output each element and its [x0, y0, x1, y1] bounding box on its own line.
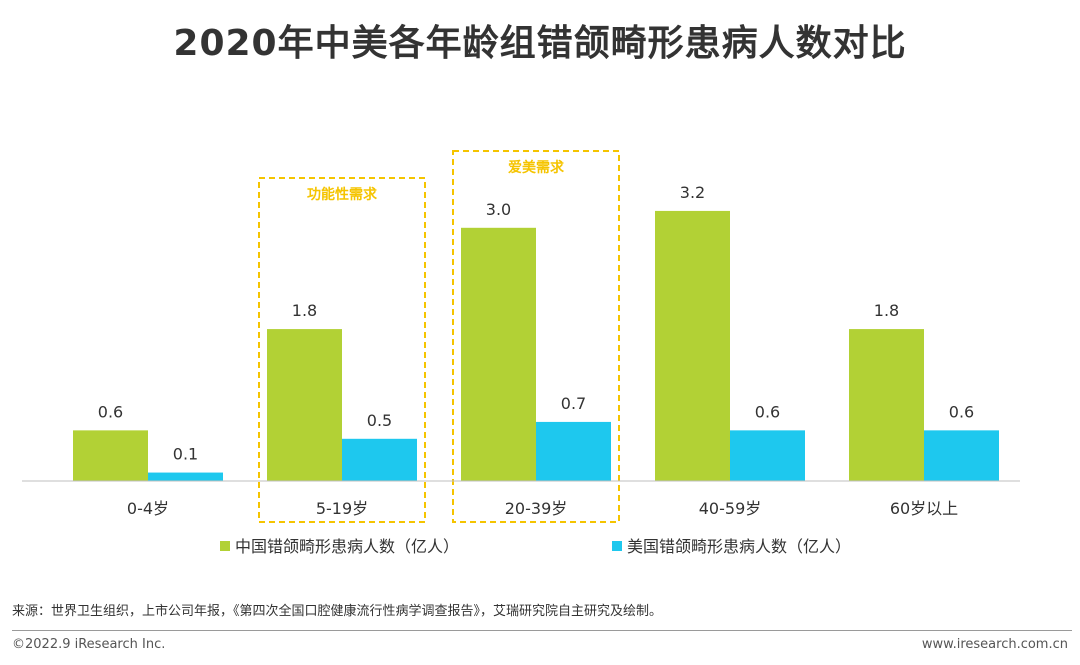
- bar-chart: 功能性需求 爱美需求 0.6 1.8 3.0 3.2 1.8 0.1 0.5 0.7 0.6 0.6 0…: [22, 150, 1020, 556]
- bar: [655, 210, 730, 482]
- annotation-label: 爱美需求: [508, 159, 565, 176]
- footer-divider: [12, 630, 1072, 631]
- data-label: 0.6: [98, 402, 123, 421]
- bar: [148, 472, 223, 481]
- legend-swatch: [220, 541, 230, 551]
- data-label: 3.0: [486, 200, 511, 219]
- annotation-box: [258, 177, 426, 523]
- legend-swatch: [612, 541, 622, 551]
- x-tick-label: 0-4岁: [127, 499, 169, 518]
- data-label: 0.6: [949, 402, 974, 421]
- bar: [461, 227, 536, 481]
- data-label: 0.7: [561, 394, 586, 413]
- bar: [536, 421, 611, 481]
- data-label: 0.5: [367, 411, 392, 430]
- data-label: 0.1: [173, 445, 198, 464]
- bar: [730, 430, 805, 481]
- legend-label: 中国错颌畸形患病人数（亿人）: [235, 537, 459, 556]
- source-note: 来源：世界卫生组织，上市公司年报，《第四次全国口腔健康流行性病学调查报告》，艾瑞…: [12, 604, 663, 619]
- data-label: 1.8: [292, 301, 317, 320]
- x-tick-label: 40-59岁: [699, 499, 762, 518]
- data-label: 0.6: [755, 402, 780, 421]
- data-label: 1.8: [874, 301, 899, 320]
- x-tick-label: 20-39岁: [505, 499, 568, 518]
- x-tick-label: 5-19岁: [316, 499, 368, 518]
- legend-label: 美国错颌畸形患病人数（亿人）: [627, 537, 851, 556]
- bar: [267, 329, 342, 481]
- chart-title: 2020年中美各年龄组错颌畸形患病人数对比: [173, 23, 907, 64]
- data-label: 3.2: [680, 183, 705, 202]
- website-link[interactable]: www.iresearch.com.cn: [921, 637, 1068, 652]
- annotation-box: [452, 150, 620, 523]
- bar: [73, 430, 148, 481]
- x-tick-label: 60岁以上: [890, 499, 958, 518]
- copyright: ©2022.9 iResearch Inc.: [12, 637, 166, 652]
- bar: [849, 329, 924, 481]
- bar: [924, 430, 999, 481]
- bar: [342, 438, 417, 481]
- annotation-label: 功能性需求: [307, 186, 378, 203]
